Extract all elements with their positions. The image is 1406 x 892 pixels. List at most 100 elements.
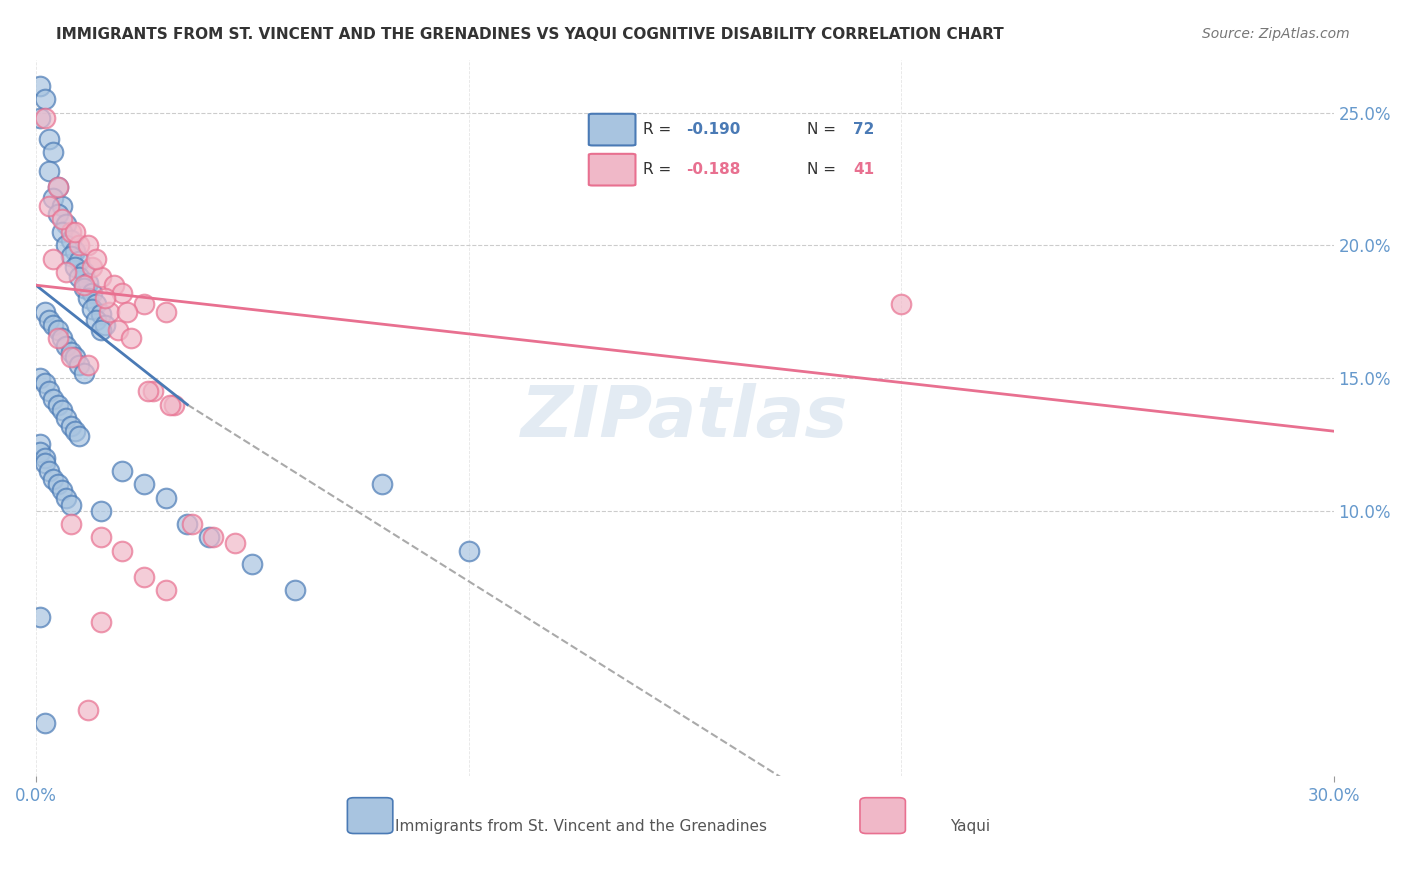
Point: [202, 530, 225, 544]
Point: [34, 450, 56, 465]
Point: [111, 464, 134, 478]
Point: [42, 252, 65, 266]
Point: [38, 164, 60, 178]
Point: [46, 323, 69, 337]
Point: [138, 384, 160, 399]
Point: [176, 517, 198, 532]
Point: [51, 331, 73, 345]
Point: [90, 323, 112, 337]
Point: [59, 225, 82, 239]
Point: [67, 238, 90, 252]
Point: [90, 530, 112, 544]
Point: [142, 384, 165, 399]
Point: [30, 437, 52, 451]
Point: [90, 615, 112, 630]
Point: [111, 543, 134, 558]
Point: [457, 543, 479, 558]
Point: [55, 265, 77, 279]
Text: Immigrants from St. Vincent and the Grenadines: Immigrants from St. Vincent and the Gren…: [395, 819, 766, 834]
Point: [63, 424, 86, 438]
Point: [46, 180, 69, 194]
Point: [159, 398, 181, 412]
Point: [51, 198, 73, 212]
Point: [34, 304, 56, 318]
Point: [67, 254, 90, 268]
Point: [155, 491, 177, 505]
Point: [34, 376, 56, 391]
Point: [30, 610, 52, 624]
Point: [132, 570, 155, 584]
Point: [63, 260, 86, 274]
Point: [94, 292, 117, 306]
Point: [86, 297, 108, 311]
Point: [59, 344, 82, 359]
Point: [55, 410, 77, 425]
Point: [107, 323, 129, 337]
Point: [284, 583, 307, 598]
Point: [59, 499, 82, 513]
Point: [34, 111, 56, 125]
Point: [34, 716, 56, 731]
FancyBboxPatch shape: [860, 797, 905, 833]
Point: [55, 491, 77, 505]
Point: [51, 211, 73, 226]
Point: [76, 292, 98, 306]
Point: [63, 350, 86, 364]
Point: [46, 180, 69, 194]
Point: [76, 358, 98, 372]
FancyBboxPatch shape: [347, 797, 392, 833]
Point: [59, 517, 82, 532]
Point: [46, 477, 69, 491]
Point: [55, 217, 77, 231]
Point: [51, 483, 73, 497]
Point: [890, 297, 912, 311]
Point: [42, 472, 65, 486]
Point: [38, 464, 60, 478]
Text: Yaqui: Yaqui: [950, 819, 990, 834]
Point: [76, 238, 98, 252]
Point: [46, 398, 69, 412]
Point: [115, 304, 138, 318]
Point: [67, 358, 90, 372]
Point: [38, 384, 60, 399]
Point: [198, 530, 221, 544]
Text: IMMIGRANTS FROM ST. VINCENT AND THE GRENADINES VS YAQUI COGNITIVE DISABILITY COR: IMMIGRANTS FROM ST. VINCENT AND THE GREN…: [56, 27, 1004, 42]
Point: [30, 371, 52, 385]
Point: [72, 265, 94, 279]
Point: [132, 477, 155, 491]
Point: [30, 111, 52, 125]
Point: [42, 392, 65, 407]
Point: [86, 312, 108, 326]
Point: [55, 339, 77, 353]
Point: [224, 535, 246, 549]
Point: [46, 206, 69, 220]
Point: [82, 286, 104, 301]
Point: [51, 403, 73, 417]
Point: [86, 252, 108, 266]
Point: [34, 92, 56, 106]
Point: [90, 504, 112, 518]
Point: [67, 270, 90, 285]
Point: [59, 249, 82, 263]
Text: Source: ZipAtlas.com: Source: ZipAtlas.com: [1202, 27, 1350, 41]
Point: [94, 318, 117, 332]
Point: [72, 278, 94, 293]
Point: [155, 304, 177, 318]
Point: [34, 456, 56, 470]
Point: [82, 302, 104, 317]
Point: [38, 312, 60, 326]
Point: [371, 477, 394, 491]
Point: [59, 418, 82, 433]
Point: [155, 583, 177, 598]
Point: [72, 366, 94, 380]
Point: [51, 225, 73, 239]
Point: [42, 318, 65, 332]
Point: [98, 304, 121, 318]
Point: [55, 238, 77, 252]
Point: [82, 260, 104, 274]
Point: [30, 445, 52, 459]
Point: [59, 350, 82, 364]
Point: [111, 286, 134, 301]
Point: [76, 276, 98, 290]
Point: [42, 191, 65, 205]
